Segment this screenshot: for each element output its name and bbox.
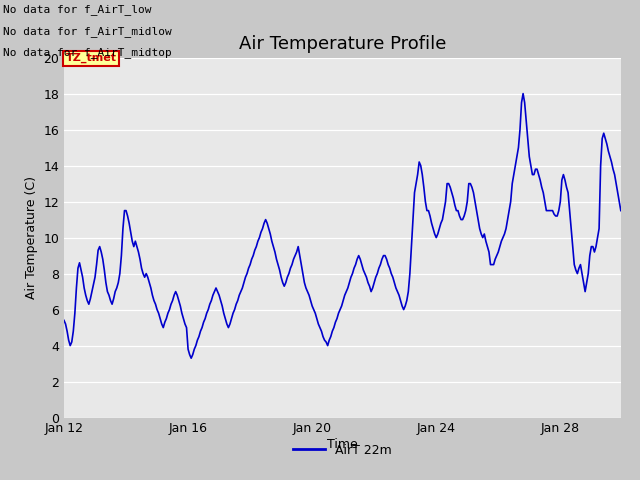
Text: TZ_tmet: TZ_tmet [65, 53, 116, 63]
Text: No data for f_AirT_midlow: No data for f_AirT_midlow [3, 25, 172, 36]
Legend: AirT 22m: AirT 22m [289, 439, 396, 462]
Text: No data for f_AirT_low: No data for f_AirT_low [3, 4, 152, 15]
Text: No data for f_AirT_midtop: No data for f_AirT_midtop [3, 47, 172, 58]
Y-axis label: Air Temperature (C): Air Temperature (C) [25, 176, 38, 299]
X-axis label: Time: Time [327, 438, 358, 451]
Title: Air Temperature Profile: Air Temperature Profile [239, 35, 446, 53]
